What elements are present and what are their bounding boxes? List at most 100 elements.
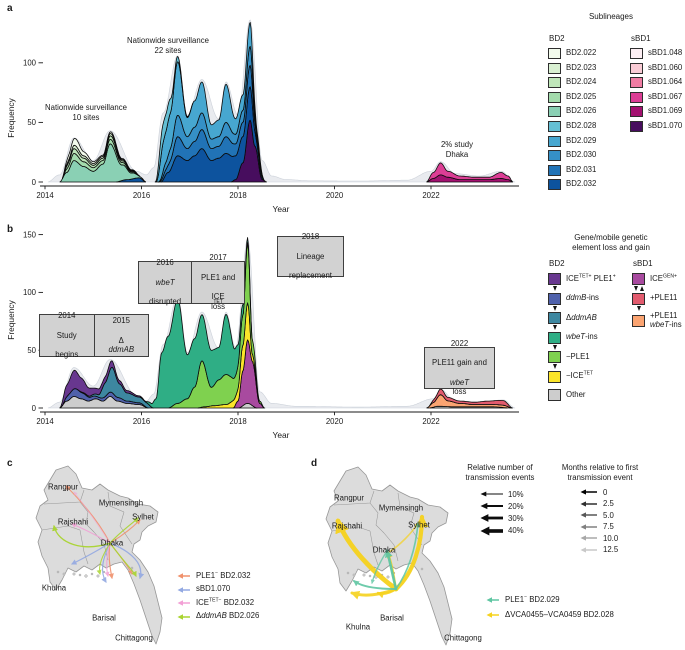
legend-a-bd2-column: BD2 BD2.022 BD2.023 BD2.024 BD2.025 BD2.026 B… [548,34,596,194]
map-bangladesh-c [35,465,163,645]
legend-item-label: ddmB-ins [566,293,599,303]
legend-sublineages: Sublineages BD2 BD2.022 BD2.023 BD2.024 BD2… [540,12,682,191]
region-label-chittagong: Chittagong [115,633,153,643]
division-border [409,512,423,546]
annotation-2022: 2022 PLE11 gain and wbeT loss [432,338,487,397]
legend-item: +PLE11 wbeT-ins [632,311,682,330]
division-border [369,502,385,534]
region-label-dhaka: Dhaka [100,538,124,548]
legend-item: ICETET− BD2.032 [177,598,259,608]
arrow-icon [580,489,597,495]
legend-item-label: sBD1.070 [196,584,231,594]
legend-item: BD2.022 [548,48,596,59]
series-wbet-ins [144,237,253,409]
coastal-island [56,570,60,574]
division-border [383,532,399,562]
region-label-rajshahi: Rajshahi [331,521,363,531]
legend-item: ddmB-ins [548,292,616,305]
annotation-2014: 2014 Study begins [40,311,95,359]
arrow-icon [177,573,190,579]
months-legend-title: Months relative to first transmission eve… [561,463,639,483]
arrow-icon [580,500,597,507]
region-label-rajshahi: Rajshahi [57,517,89,527]
legend-panel-c: PLE1− BD2.032 sBD1.070 ICETET− BD2.032 Δddm… [177,570,259,625]
transmission-arrow-ice [71,523,111,544]
transmission-arrow-ice [104,542,111,577]
region-label-khulna: Khulna [345,622,371,632]
coastal-island [420,567,424,571]
transmission-arrow-ple1 [395,522,421,590]
legend-item-label: BD2.026 [566,106,597,116]
legend-a-sbd1-header: sBD1 [631,34,651,43]
chart-a: 2014 2016 2018 2020 2022 0 50 100 [23,19,519,200]
division-border [107,491,125,513]
legend-item: sBD1.067 [630,91,683,103]
legend-swatch [548,273,561,285]
x-tick-label: 2016 [133,191,150,200]
legend-item: ΔddmAB BD2.026 [177,611,259,622]
legend-item: sBD1.070 [177,584,259,595]
transmission-arrow-ple1 [353,580,397,590]
coastal-island [368,574,372,578]
legend-swatch [632,273,645,285]
annotation-2017: 2017 PLE1 and ICE TET loss [200,253,236,311]
legend-gene-elements: Gene/mobile genetic element loss and gain… [540,233,682,401]
legend-item-label: sBD1.067 [648,91,683,101]
arrow-icon [177,613,190,620]
legend-item-label: sBD1.064 [648,77,683,87]
rel-legend-label: 20% [508,501,524,511]
months-legend-label: 0 [603,487,608,497]
panel-b-label: b [7,224,14,235]
months-legend-label: 7.5 [603,522,614,532]
legend-item-label: wbeT-ins [566,332,598,342]
division-border [79,501,95,533]
annotation-2016: 2016 wbeT disrupted [139,258,193,306]
legend-item: sBD1.070 [630,120,682,132]
legend-item-label: BD2.023 [566,62,597,72]
legend-item-label: −ICETET [566,370,594,381]
legend-item: BD2.028 [548,120,596,132]
legend-swatch [548,389,561,401]
panel-c-label: c [7,458,13,469]
rel-legend-item: 40% [480,526,524,536]
region-label-khulna: Khulna [41,583,67,593]
rel-legend-label: 40% [508,526,524,536]
legend-item: BD2.023 [548,62,597,74]
legend-a-bd2-header: BD2 [549,34,565,43]
y-tick-label: 100 [23,288,37,297]
transmission-arrow-ddm [109,517,139,544]
annotation-box-2022: 2022 PLE11 gain and wbeT loss [424,338,495,397]
arrow-icon [480,526,503,536]
series-bd2-022 [62,131,138,179]
x-tick-label: 2018 [229,191,246,200]
up-down-arrow-icon [632,285,645,293]
transmission-arrow-ple1 [370,550,388,584]
country-outline [35,465,163,645]
legend-item: ΔVCA0455–VCA0459 BD2.028 [486,610,614,620]
legend-item-label: +PLE11 wbeT-ins [650,311,682,329]
chart-a-ylabel: Frequency [6,98,16,138]
legend-item: BD2.030 [548,150,597,162]
legend-item: BD2.032 [548,179,596,191]
y-tick-label: 150 [23,230,37,239]
legend-item-label: BD2.030 [566,150,597,160]
legend-item-label: ICETET− BD2.032 [196,597,255,607]
down-arrow-icon [548,305,561,313]
months-legend-item: 12.5 [580,545,618,555]
legend-swatch [630,91,643,103]
x-tick-label: 2022 [422,417,439,426]
legend-swatch [548,331,561,344]
legend-swatch [548,312,561,324]
months-legend-items: 0 2.5 5.0 7.5 10.0 12.5 [580,487,618,557]
legend-swatch [632,314,645,327]
legend-item-label: sBD1.069 [648,106,683,116]
coastal-island [90,572,94,576]
arrow-icon [486,612,499,618]
division-border [79,529,89,565]
months-legend-item: 10.0 [580,533,618,543]
chart-b-ylabel: Frequency [6,300,16,340]
months-legend-label: 10.0 [603,533,619,543]
legend-b-title: Gene/mobile genetic element loss and gain [572,233,650,253]
coastal-island [352,573,356,577]
